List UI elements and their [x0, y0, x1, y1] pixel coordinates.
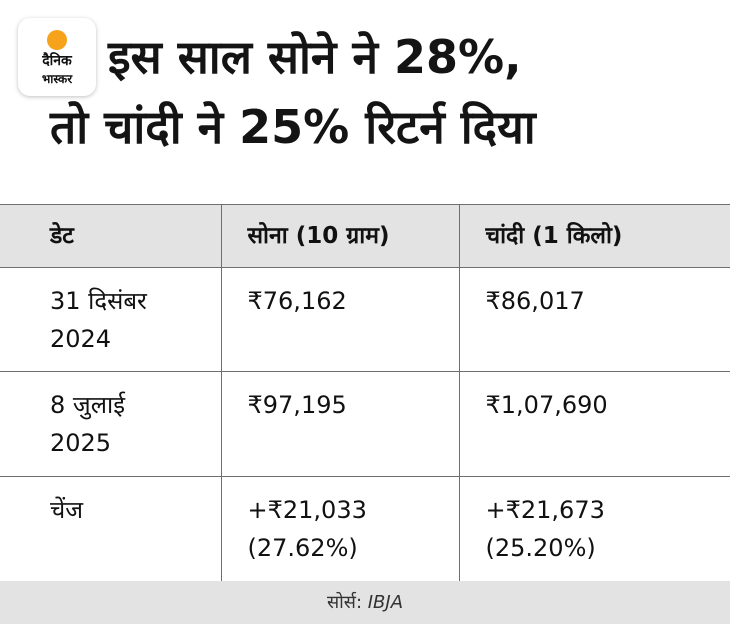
silver-price-cell: ₹86,017 [458, 267, 730, 372]
table-row: 8 जुलाई 2025 ₹97,195 ₹1,07,690 [0, 371, 730, 477]
date-cell: 8 जुलाई 2025 [0, 371, 222, 477]
silver-change-amount: +₹21,673 [485, 496, 605, 524]
source-label: सोर्स: [326, 592, 363, 613]
gold-change-amount: +₹21,033 [247, 496, 367, 524]
source-footer: सोर्स: IBJA [0, 581, 730, 624]
title-line-2: तो चांदी ने 25% रिटर्न दिया [50, 100, 536, 154]
gold-change-percent: (27.62%) [247, 534, 358, 562]
table-row: चेंज +₹21,033 (27.62%) +₹21,673 (25.20%) [0, 476, 730, 584]
column-header-silver: चांदी (1 किलो) [458, 204, 730, 268]
gold-change-cell: +₹21,033 (27.62%) [220, 476, 460, 584]
gold-price: ₹76,162 [247, 287, 347, 315]
dainik-bhaskar-logo: दैनिक भास्कर [18, 18, 96, 96]
silver-change-percent: (25.20%) [485, 534, 596, 562]
gold-price-cell: ₹76,162 [220, 267, 460, 372]
date-cell: 31 दिसंबर 2024 [0, 267, 222, 372]
silver-price-cell: ₹1,07,690 [458, 371, 730, 477]
table-header-row: डेट सोना (10 ग्राम) चांदी (1 किलो) [0, 204, 730, 268]
source-org: IBJA [367, 592, 404, 613]
silver-change-cell: +₹21,673 (25.20%) [458, 476, 730, 584]
logo-text-line2: भास्कर [41, 72, 73, 86]
page-title: इस साल सोने ने 28%, तो चांदी ने 25% रिटर… [50, 22, 718, 162]
date-year: 2024 [50, 325, 112, 353]
change-label: चेंज [50, 496, 84, 524]
title-line-1: इस साल सोने ने 28%, [108, 30, 522, 84]
silver-price: ₹1,07,690 [485, 391, 608, 419]
date-year: 2025 [50, 429, 112, 457]
column-header-date: डेट [0, 204, 222, 268]
date-line: 8 जुलाई [50, 391, 125, 419]
silver-price: ₹86,017 [485, 287, 585, 315]
table-row: 31 दिसंबर 2024 ₹76,162 ₹86,017 [0, 267, 730, 372]
column-header-gold: सोना (10 ग्राम) [220, 204, 460, 268]
date-line: 31 दिसंबर [50, 287, 147, 315]
price-table: डेट सोना (10 ग्राम) चांदी (1 किलो) 31 दि… [0, 204, 730, 584]
gold-price-cell: ₹97,195 [220, 371, 460, 477]
gold-price: ₹97,195 [247, 391, 347, 419]
logo-text-line1: दैनिक [42, 53, 72, 69]
header: दैनिक भास्कर इस साल सोने ने 28%, तो चांद… [0, 0, 730, 196]
sun-icon [47, 30, 67, 50]
change-label-cell: चेंज [0, 476, 222, 584]
